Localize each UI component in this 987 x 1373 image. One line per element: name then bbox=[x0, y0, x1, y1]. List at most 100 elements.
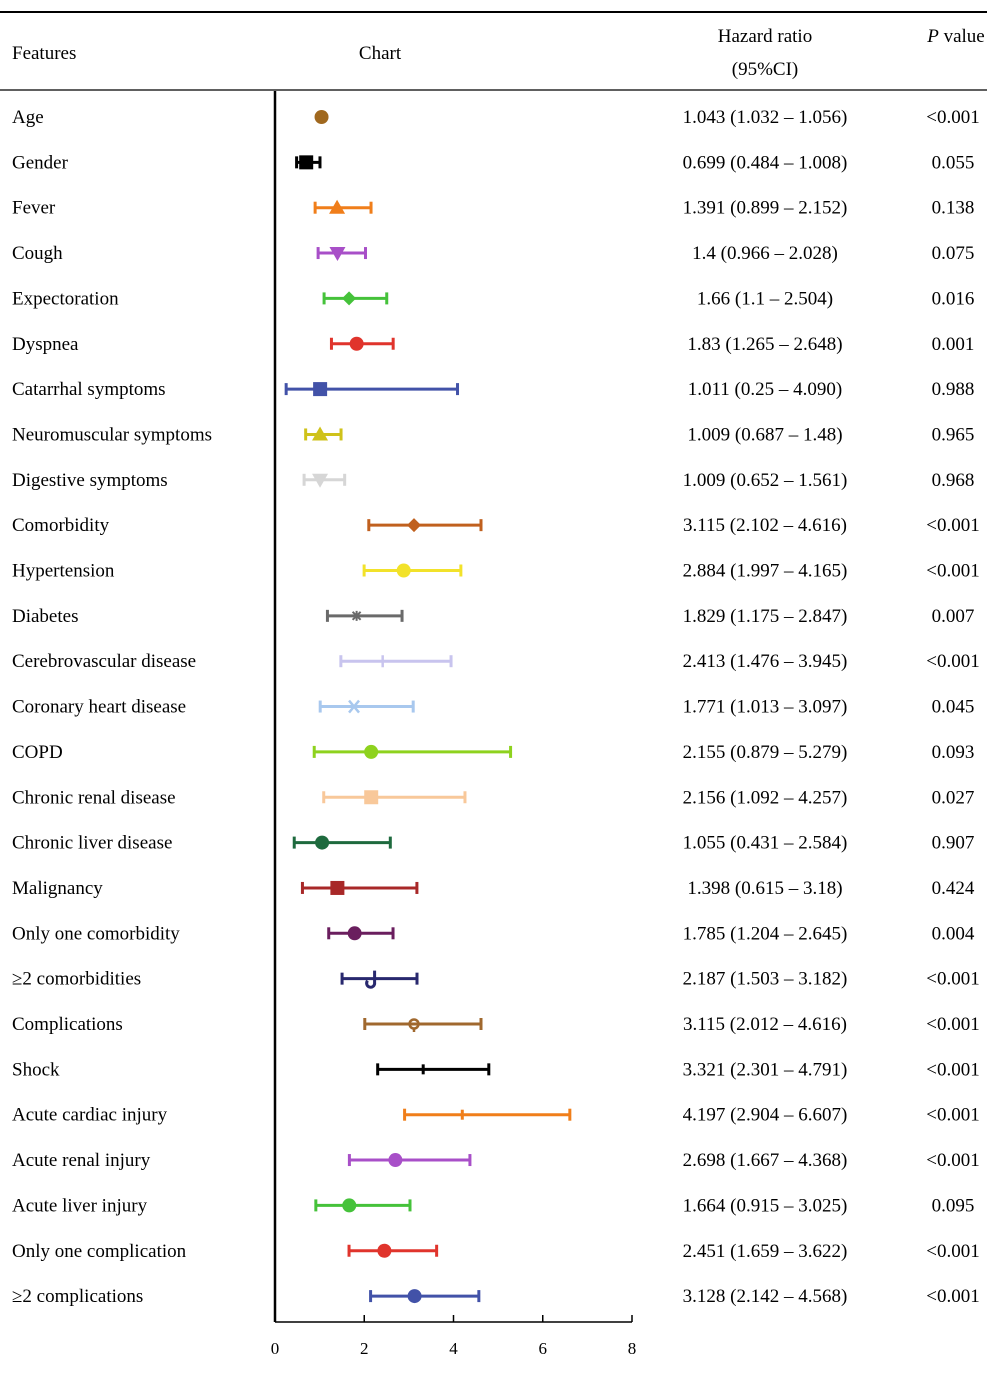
feature-label: Cough bbox=[12, 243, 63, 264]
table-row: Cerebrovascular disease 2.413 (1.476 – 3.… bbox=[12, 651, 980, 672]
table-row: Acute cardiac injury 4.197 (2.904 – 6.607… bbox=[12, 1105, 980, 1126]
table-row: COPD 2.155 (0.879 – 5.279) 0.093 bbox=[12, 742, 974, 763]
header-p-value: P value bbox=[926, 26, 985, 47]
hazard-ratio-label: 1.771 (1.013 – 3.097) bbox=[683, 697, 848, 718]
header-hazard-ratio: Hazard ratio bbox=[718, 26, 812, 47]
p-value-label: 0.001 bbox=[932, 334, 975, 355]
table-row: Acute liver injury 1.664 (0.915 – 3.025) 0… bbox=[12, 1195, 974, 1216]
x-tick-label: 2 bbox=[360, 1339, 369, 1358]
feature-label: Cerebrovascular disease bbox=[12, 651, 196, 672]
feature-label: COPD bbox=[12, 742, 63, 763]
header-p-italic: P bbox=[926, 26, 939, 47]
x-tick-label: 8 bbox=[628, 1339, 637, 1358]
feature-label: Only one complication bbox=[12, 1241, 187, 1262]
hazard-ratio-label: 1.055 (0.431 – 2.584) bbox=[683, 833, 848, 854]
feature-label: Complications bbox=[12, 1014, 123, 1035]
marker-circle bbox=[396, 563, 411, 578]
feature-label: ≥2 comorbidities bbox=[12, 969, 141, 990]
marker-circle bbox=[314, 110, 329, 124]
p-value-label: <0.001 bbox=[926, 1014, 979, 1035]
marker-circle bbox=[349, 336, 364, 351]
hazard-ratio-label: 2.187 (1.503 – 3.182) bbox=[683, 969, 848, 990]
table-row: Chronic renal disease 2.156 (1.092 – 4.25… bbox=[12, 787, 974, 808]
p-value-label: 0.055 bbox=[932, 152, 975, 173]
x-tick-label: 4 bbox=[449, 1339, 458, 1358]
p-value-label: 0.424 bbox=[932, 878, 975, 899]
hazard-ratio-label: 2.698 (1.667 – 4.368) bbox=[683, 1150, 848, 1171]
table-row: ≥2 complications 3.128 (2.142 – 4.568) <0.… bbox=[12, 1286, 980, 1307]
marker-hook bbox=[365, 970, 377, 989]
marker-square bbox=[313, 382, 328, 397]
table-row: Comorbidity 3.115 (2.102 – 4.616) <0.001 bbox=[12, 515, 980, 536]
axis-layer: 0 2 4 6 8 bbox=[271, 91, 637, 1358]
p-value-label: <0.001 bbox=[926, 515, 979, 536]
p-value-label: <0.001 bbox=[926, 1105, 979, 1126]
header-features: Features bbox=[12, 43, 76, 64]
table-row: Gender 0.699 (0.484 – 1.008) 0.055 bbox=[12, 152, 974, 173]
marker-circle bbox=[364, 744, 379, 759]
hazard-ratio-label: 3.321 (2.301 – 4.791) bbox=[683, 1059, 848, 1080]
table-row: Cough 1.4 (0.966 – 2.028) 0.075 bbox=[12, 243, 974, 264]
feature-label: Chronic renal disease bbox=[12, 787, 176, 808]
hazard-ratio-label: 3.115 (2.102 – 4.616) bbox=[683, 515, 847, 536]
marker-star bbox=[351, 610, 362, 621]
hazard-ratio-label: 1.009 (0.652 – 1.561) bbox=[683, 470, 848, 491]
feature-label: Acute cardiac injury bbox=[12, 1105, 168, 1126]
feature-label: Chronic liver disease bbox=[12, 833, 172, 854]
p-value-label: 0.027 bbox=[932, 787, 975, 808]
hazard-ratio-label: 4.197 (2.904 – 6.607) bbox=[683, 1105, 848, 1126]
feature-label: Shock bbox=[12, 1059, 60, 1080]
table-row: Age 1.043 (1.032 – 1.056) <0.001 bbox=[12, 107, 980, 128]
table-row: Catarrhal symptoms 1.011 (0.25 – 4.090) 0.… bbox=[12, 379, 974, 400]
p-value-label: 0.075 bbox=[932, 243, 975, 264]
table-row: Shock 3.321 (2.301 – 4.791) <0.001 bbox=[12, 1059, 980, 1080]
marker-circle bbox=[347, 926, 362, 941]
feature-label: Age bbox=[12, 107, 44, 128]
p-value-label: 0.095 bbox=[932, 1195, 975, 1216]
hazard-ratio-label: 1.009 (0.687 – 1.48) bbox=[687, 424, 842, 445]
hazard-ratio-label: 2.451 (1.659 – 3.622) bbox=[683, 1241, 848, 1262]
table-row: Fever 1.391 (0.899 – 2.152) 0.138 bbox=[12, 198, 974, 219]
feature-label: Hypertension bbox=[12, 561, 115, 582]
hazard-ratio-label: 3.128 (2.142 – 4.568) bbox=[683, 1286, 848, 1307]
hazard-ratio-label: 1.785 (1.204 – 2.645) bbox=[683, 923, 848, 944]
p-value-label: 0.907 bbox=[932, 833, 975, 854]
hazard-ratio-label: 1.829 (1.175 – 2.847) bbox=[683, 606, 848, 627]
feature-label: Diabetes bbox=[12, 606, 78, 627]
table-row: ≥2 comorbidities 2.187 (1.503 – 3.182) <0.… bbox=[12, 969, 980, 990]
marker-circle bbox=[388, 1153, 403, 1168]
header-chart: Chart bbox=[359, 43, 402, 64]
p-value-label: <0.001 bbox=[926, 1059, 979, 1080]
marker-triangle-up bbox=[312, 426, 329, 441]
marker-triangle-down bbox=[329, 247, 346, 262]
rows-layer: Age 1.043 (1.032 – 1.056) <0.001 Gender 0.69… bbox=[12, 107, 980, 1307]
table-row: Hypertension 2.884 (1.997 – 4.165) <0.001 bbox=[12, 561, 980, 582]
p-value-label: <0.001 bbox=[926, 1286, 979, 1307]
p-value-label: 0.093 bbox=[932, 742, 975, 763]
marker-plus bbox=[377, 655, 388, 668]
header-ci: (95%CI) bbox=[732, 59, 798, 80]
feature-label: Comorbidity bbox=[12, 515, 110, 536]
x-tick-label: 0 bbox=[271, 1339, 280, 1358]
p-value-label: <0.001 bbox=[926, 651, 979, 672]
p-value-label: 0.965 bbox=[932, 424, 975, 445]
marker-circle bbox=[315, 835, 330, 850]
hazard-ratio-label: 1.011 (0.25 – 4.090) bbox=[688, 379, 842, 400]
table-row: Only one comorbidity 1.785 (1.204 – 2.645… bbox=[12, 923, 975, 944]
table-row: Coronary heart disease 1.771 (1.013 – 3.0… bbox=[12, 697, 974, 718]
table-row: Digestive symptoms 1.009 (0.652 – 1.561) 0… bbox=[12, 470, 974, 491]
p-value-label: <0.001 bbox=[926, 969, 979, 990]
header-p-rest: value bbox=[939, 26, 985, 47]
hazard-ratio-label: 2.156 (1.092 – 4.257) bbox=[683, 787, 848, 808]
p-value-label: 0.045 bbox=[932, 697, 975, 718]
marker-triangle-up bbox=[329, 199, 346, 214]
feature-label: Malignancy bbox=[12, 878, 103, 899]
feature-label: Acute renal injury bbox=[12, 1150, 151, 1171]
p-value-label: 0.988 bbox=[932, 379, 975, 400]
feature-label: Catarrhal symptoms bbox=[12, 379, 166, 400]
table-row: Neuromuscular symptoms 1.009 (0.687 – 1.4… bbox=[12, 424, 974, 445]
feature-label: ≥2 complications bbox=[12, 1286, 143, 1307]
table-row: Diabetes 1.829 (1.175 – 2.847) 0.007 bbox=[12, 606, 974, 627]
table-row: Malignancy 1.398 (0.615 – 3.18) 0.424 bbox=[12, 878, 975, 899]
table-row: Complications 3.115 (2.012 – 4.616) <0.001 bbox=[12, 1014, 980, 1035]
